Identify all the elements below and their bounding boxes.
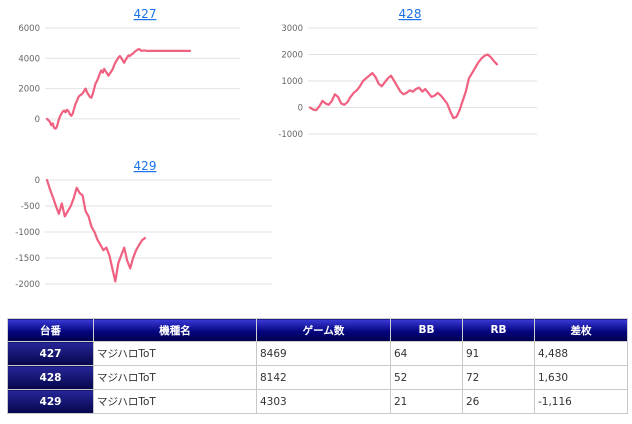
y-tick-label: -1000 [278, 130, 303, 140]
row-rb: 26 [462, 389, 535, 414]
row-diff: -1,116 [534, 389, 628, 414]
table-header-row: 台番 機種名 ゲーム数 BB RB 差枚 [7, 318, 628, 342]
y-tick-label: -1000 [15, 228, 40, 238]
y-tick-label: 3000 [281, 24, 303, 34]
chart-title-link[interactable]: 429 [134, 159, 157, 173]
table-row: 429 マジハロToT 4303 21 26 -1,116 [7, 389, 628, 414]
chart-429: 0 -500 -1000 -1500 -2000 429 [0, 152, 280, 292]
chart-427: 6000 4000 2000 0 427 [0, 0, 250, 150]
y-tick-label: 0 [35, 176, 40, 186]
chart-svg: 6000 4000 2000 0 427 [18, 7, 240, 130]
y-tick-label: -500 [21, 202, 40, 212]
chart-svg: 3000 2000 1000 0 -1000 428 [278, 7, 537, 140]
y-tick-label: 6000 [18, 24, 40, 34]
row-machine-no: 428 [7, 365, 94, 390]
y-tick-label: 2000 [18, 85, 40, 95]
chart-428: 3000 2000 1000 0 -1000 428 [265, 0, 545, 150]
row-games: 8469 [256, 341, 391, 366]
row-bb: 52 [390, 365, 463, 390]
row-machine-no: 427 [7, 341, 94, 366]
row-bb: 21 [390, 389, 463, 414]
row-bb: 64 [390, 341, 463, 366]
y-tick-label: -1500 [15, 254, 40, 264]
row-diff: 1,630 [534, 365, 628, 390]
y-tick-label: 2000 [281, 51, 303, 61]
row-games: 8142 [256, 365, 391, 390]
row-diff: 4,488 [534, 341, 628, 366]
y-tick-label: 1000 [281, 77, 303, 87]
y-tick-label: 0 [298, 104, 303, 114]
table-row: 428 マジハロToT 8142 52 72 1,630 [7, 365, 628, 390]
header-games: ゲーム数 [256, 318, 391, 342]
machine-table: 台番 機種名 ゲーム数 BB RB 差枚 427 マジハロToT 8469 64… [7, 318, 628, 414]
y-tick-label: -2000 [15, 280, 40, 290]
header-bb: BB [390, 318, 463, 342]
chart-title-link[interactable]: 428 [399, 7, 422, 21]
row-games: 4303 [256, 389, 391, 414]
row-rb: 91 [462, 341, 535, 366]
series-line [45, 178, 147, 283]
row-model: マジハロToT [93, 341, 257, 366]
y-tick-label: 0 [35, 115, 40, 125]
header-diff: 差枚 [534, 318, 628, 342]
row-machine-no: 429 [7, 389, 94, 414]
chart-svg: 0 -500 -1000 -1500 -2000 429 [15, 159, 272, 290]
header-rb: RB [462, 318, 535, 342]
row-rb: 72 [462, 365, 535, 390]
header-machine-no: 台番 [7, 318, 94, 342]
series-line [308, 53, 499, 120]
series-line [45, 48, 192, 130]
row-model: マジハロToT [93, 365, 257, 390]
header-model: 機種名 [93, 318, 257, 342]
row-model: マジハロToT [93, 389, 257, 414]
table-row: 427 マジハロToT 8469 64 91 4,488 [7, 341, 628, 366]
chart-title-link[interactable]: 427 [134, 7, 157, 21]
y-tick-label: 4000 [18, 54, 40, 64]
